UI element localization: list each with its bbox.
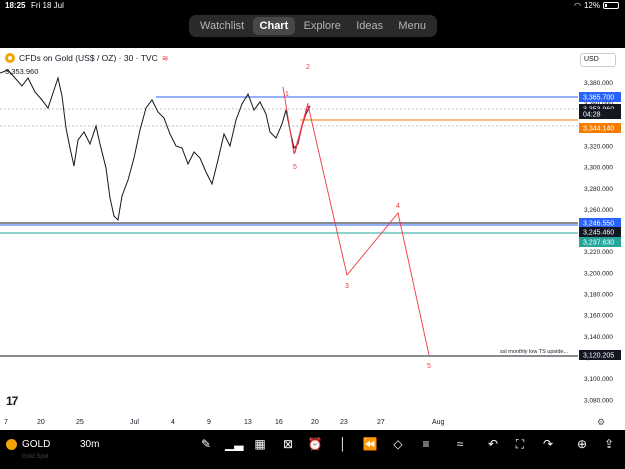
price-tag-bg (579, 109, 621, 119)
y-axis-tick-label: 3,300.000 (584, 165, 613, 172)
gold-logo-icon (5, 53, 15, 63)
x-axis-tick-label: 9 (207, 419, 211, 426)
x-axis-tick-label: 23 (340, 419, 348, 426)
y-axis-tick-label: 3,280.000 (584, 186, 613, 193)
price-tag-bg (579, 237, 621, 247)
current-price-small: 3,353.960 (5, 67, 39, 76)
status-bar: 18:25 Fri 18 Jul ◠ 12% (0, 0, 625, 12)
tab-explore[interactable]: Explore (303, 20, 341, 32)
wave-small[interactable] (282, 86, 309, 155)
undo-icon[interactable]: ↶ (487, 437, 499, 451)
compare-icon[interactable]: ⊠ (282, 437, 294, 451)
tab-watchlist[interactable]: Watchlist (200, 20, 245, 32)
price-tag-label: 3,245.460 (583, 230, 614, 237)
price-tag-label: 3,237.630 (583, 240, 614, 247)
price-tag-bg (579, 123, 621, 133)
x-axis-tick-label: 16 (275, 419, 283, 426)
settings-sliders-icon[interactable]: ≡ (422, 437, 430, 451)
interval-selector[interactable]: 30m (80, 439, 100, 450)
price-tag-label: 3,120.205 (583, 353, 614, 360)
tab-menu[interactable]: Menu (398, 20, 426, 32)
x-axis-tick-label: 25 (76, 419, 84, 426)
price-tag-bg (579, 218, 621, 228)
top-nav: Watchlist Chart Explore Ideas Menu (0, 12, 625, 48)
chart-area[interactable]: 3,380.0003,360.0003,340.0003,320.0003,30… (0, 48, 625, 430)
wave-projection[interactable] (294, 104, 430, 356)
y-axis-tick-label: 3,080.000 (584, 397, 613, 404)
battery-percent: 12% (583, 1, 600, 10)
pencil-icon[interactable]: ✎ (200, 437, 212, 451)
symbol-description: Gold Spot (22, 454, 49, 460)
chart-canvas[interactable]: 3,380.0003,360.0003,340.0003,320.0003,30… (0, 48, 625, 430)
status-right: ◠ 12% (574, 1, 619, 10)
chart-type-icon[interactable]: ▁▃ (225, 437, 244, 451)
status-time: 18:25 (5, 1, 26, 10)
replay-icon[interactable]: │ (339, 437, 347, 451)
chart-settings-icon[interactable]: ⚙ (597, 417, 606, 427)
price-tag-label: 04:28 (583, 112, 601, 119)
x-axis-tick-label: 27 (377, 419, 385, 426)
symbol-title: CFDs on Gold (US$ / OZ) · 30 · TVC (19, 53, 158, 63)
y-axis-tick-label: 3,100.000 (584, 376, 613, 383)
fullscreen-icon[interactable]: ⛶ (515, 437, 525, 451)
price-tag-label: 3,365.700 (583, 95, 614, 102)
price-tag-label: 3,344.140 (583, 126, 614, 133)
tradingview-logo: 17 (6, 394, 18, 408)
battery-icon (603, 2, 619, 9)
x-axis-tick-label: 7 (4, 419, 8, 426)
bottom-toolbar: GOLD Gold Spot 30m ✎ ▁▃ ▦ ⊠ ⏰ │ ⏪ ◇ ≡ ≈ … (0, 430, 625, 469)
nav-pill: Watchlist Chart Explore Ideas Menu (189, 15, 437, 37)
y-axis-tick-label: 3,220.000 (584, 249, 613, 256)
rewind-icon[interactable]: ⏪ (362, 437, 378, 451)
y-axis-tick-label: 3,160.000 (584, 313, 613, 320)
y-axis-tick-label: 3,200.000 (584, 270, 613, 277)
y-axis-tick-label: 3,320.000 (584, 143, 613, 150)
y-axis-tick-label: 3,180.000 (584, 292, 613, 299)
redo-icon[interactable]: ↷ (542, 437, 554, 451)
indicators-icon[interactable]: ▦ (254, 437, 266, 451)
x-axis-tick-label: Aug (432, 419, 445, 426)
symbol-name[interactable]: GOLD (22, 439, 51, 450)
y-axis-tick-label: 3,380.000 (584, 80, 613, 87)
price-tag-bg (579, 92, 621, 102)
gold-symbol-icon (6, 439, 17, 450)
share-icon[interactable]: ⇪ (603, 437, 615, 451)
currency-selector[interactable]: USD (580, 53, 616, 67)
y-axis-tick-label: 3,140.000 (584, 334, 613, 341)
x-axis-tick-label: 20 (311, 419, 319, 426)
alert-icon[interactable]: ⏰ (307, 437, 323, 451)
x-axis-tick-label: 20 (37, 419, 45, 426)
tab-ideas[interactable]: Ideas (356, 20, 384, 32)
price-tag-label: 3,246.550 (583, 221, 614, 228)
symbol-header[interactable]: CFDs on Gold (US$ / OZ) · 30 · TVC ≋ (5, 53, 168, 63)
tab-chart[interactable]: Chart (252, 17, 296, 35)
price-tag-bg (579, 350, 621, 360)
x-axis-tick-label: 13 (244, 419, 252, 426)
x-axis-tick-label: 4 (171, 419, 175, 426)
market-status-icon: ≋ (161, 53, 169, 63)
y-axis-tick-label: 3,260.000 (584, 207, 613, 214)
price-series (0, 69, 311, 222)
status-date: Fri 18 Jul (31, 1, 64, 10)
price-tag-bg (579, 227, 621, 237)
layers-icon[interactable]: ◇ (393, 437, 403, 451)
x-axis-tick-label: Jul (130, 419, 139, 426)
drawing-icon[interactable]: ≈ (456, 437, 464, 451)
wifi-icon: ◠ (574, 1, 581, 10)
add-icon[interactable]: ⊕ (576, 437, 588, 451)
